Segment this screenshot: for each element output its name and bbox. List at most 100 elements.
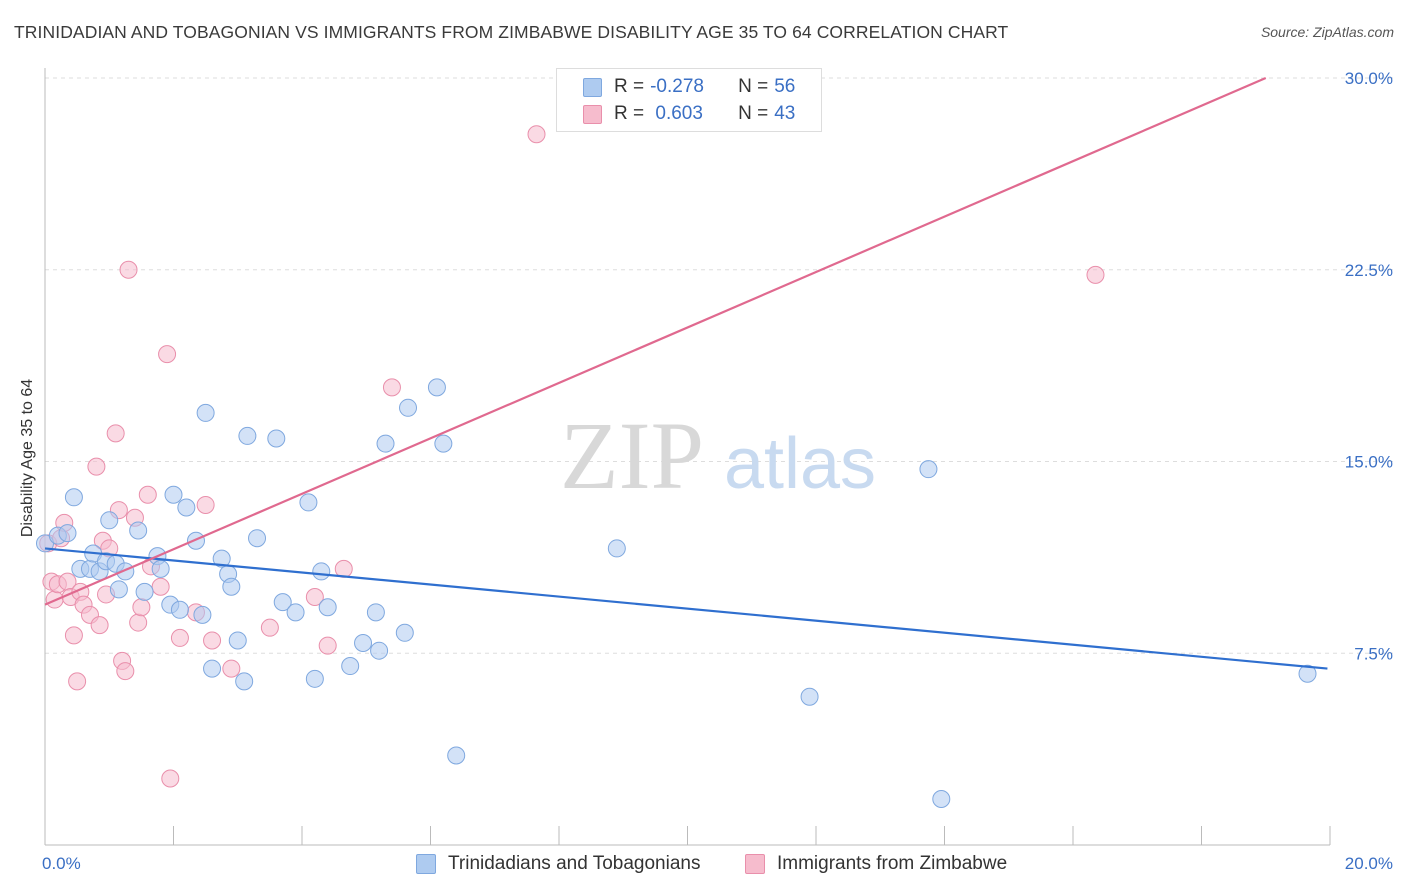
bottom-legend-swatch-pink	[745, 854, 765, 874]
trinidadian-point	[64, 488, 83, 507]
trinidadian-point	[399, 398, 418, 417]
zimbabwe-point	[305, 588, 324, 607]
zimbabwe-point	[151, 577, 170, 596]
zimbabwe-point	[170, 628, 189, 647]
legend-swatch-blue	[583, 77, 602, 97]
trinidadian-point	[366, 603, 385, 622]
y-tick-label: 7.5%	[1354, 644, 1393, 663]
zimbabwe-point	[158, 345, 177, 364]
zimbabwe-point	[116, 662, 135, 681]
legend-n-label: N =	[738, 76, 769, 97]
trinidadian-point	[222, 577, 241, 596]
legend-row-pink: R = 0.603 N = 43	[583, 102, 795, 126]
trinidadian-points	[36, 378, 1317, 808]
trinidadian-point	[109, 580, 128, 599]
trinidadian-point	[170, 600, 189, 619]
trinidadian-point	[248, 529, 267, 548]
zimbabwe-point	[161, 769, 180, 788]
trinidadian-point	[341, 657, 360, 676]
trinidadian-trend-line	[44, 547, 1328, 670]
correlation-legend: R = -0.278 N = 56 R = 0.603 N = 43	[556, 68, 822, 132]
trinidadian-point	[1298, 664, 1317, 683]
trinidadian-point	[370, 641, 389, 660]
trinidadian-point	[177, 498, 196, 517]
zimbabwe-point	[64, 626, 83, 645]
trinidadian-point	[305, 669, 324, 688]
zimbabwe-point	[106, 424, 125, 443]
trinidadian-point	[267, 429, 286, 448]
trinidadian-point	[318, 598, 337, 617]
zimbabwe-point	[527, 125, 546, 144]
watermark: ZIP atlas	[560, 402, 876, 509]
trinidadian-point	[800, 687, 819, 706]
trinidadian-point	[151, 559, 170, 578]
trinidadian-point	[100, 511, 119, 530]
trinidadian-point	[932, 789, 951, 808]
trinidadian-point	[164, 485, 183, 504]
watermark-zip: ZIP	[560, 402, 704, 509]
x-tick-label: 0.0%	[42, 854, 81, 873]
trinidadian-point	[186, 531, 205, 550]
trinidadian-point	[58, 524, 77, 543]
watermark-atlas: atlas	[724, 424, 876, 504]
y-tick-label: 30.0%	[1345, 69, 1393, 88]
zimbabwe-point	[260, 618, 279, 637]
legend-r-value: 0.603	[650, 103, 703, 124]
zimbabwe-point	[203, 631, 222, 650]
zimbabwe-point	[138, 485, 157, 504]
trinidadian-point	[203, 659, 222, 678]
trinidadian-point	[434, 434, 453, 453]
trinidadian-point	[354, 634, 373, 653]
legend-r-value: -0.278	[650, 76, 704, 97]
zimbabwe-point	[196, 495, 215, 514]
x-tick-label: 20.0%	[1345, 854, 1393, 873]
trinidadian-point	[286, 603, 305, 622]
y-tick-label: 22.5%	[1345, 261, 1393, 280]
chart-title: TRINIDADIAN AND TOBAGONIAN VS IMMIGRANTS…	[14, 22, 1009, 42]
trinidadian-point	[299, 493, 318, 512]
trinidadian-point	[447, 746, 466, 765]
legend-n-label: N =	[738, 103, 769, 124]
source-label: Source: ZipAtlas.com	[1260, 24, 1394, 40]
trinidadian-point	[919, 460, 938, 479]
trinidadian-point	[312, 562, 331, 581]
axes	[44, 68, 1331, 846]
trinidadian-point	[427, 378, 446, 397]
bottom-legend-blue: Trinidadians and Tobagonians	[416, 852, 700, 876]
zimbabwe-point	[132, 598, 151, 617]
tick-labels: 7.5% 15.0% 22.5% 30.0% 0.0% 20.0%	[42, 69, 1393, 873]
bottom-legend-swatch-blue	[416, 854, 436, 874]
trinidadian-point	[228, 631, 247, 650]
zimbabwe-points	[39, 125, 1105, 788]
trinidadian-point	[238, 426, 257, 445]
trinidadian-point	[196, 403, 215, 422]
legend-r-label: R =	[614, 76, 645, 97]
zimbabwe-point	[68, 672, 87, 691]
bottom-legend-label-blue: Trinidadians and Tobagonians	[448, 853, 701, 874]
trend-lines	[44, 76, 1328, 670]
zimbabwe-point	[1086, 265, 1105, 284]
bottom-legend-pink: Immigrants from Zimbabwe	[745, 852, 1007, 876]
y-tick-label: 15.0%	[1345, 453, 1393, 472]
legend-swatch-pink	[583, 104, 602, 124]
zimbabwe-point	[382, 378, 401, 397]
trinidadian-point	[193, 605, 212, 624]
zimbabwe-point	[129, 613, 148, 632]
zimbabwe-point	[90, 616, 109, 635]
zimbabwe-point	[318, 636, 337, 655]
zimbabwe-point	[222, 659, 241, 678]
trinidadian-point	[273, 593, 292, 612]
legend-row-blue: R = -0.278 N = 56	[583, 75, 795, 99]
zimbabwe-point	[119, 260, 138, 279]
trinidadian-point	[129, 521, 148, 540]
trinidadian-point	[212, 549, 231, 568]
legend-r-label: R =	[614, 103, 645, 124]
zimbabwe-point	[87, 457, 106, 476]
bottom-legend-label-pink: Immigrants from Zimbabwe	[777, 853, 1008, 874]
trinidadian-point	[235, 672, 254, 691]
legend-n-value: 56	[774, 76, 796, 97]
trinidadian-point	[376, 434, 395, 453]
trinidadian-point	[607, 539, 626, 558]
zimbabwe-trend-line	[44, 76, 1267, 606]
